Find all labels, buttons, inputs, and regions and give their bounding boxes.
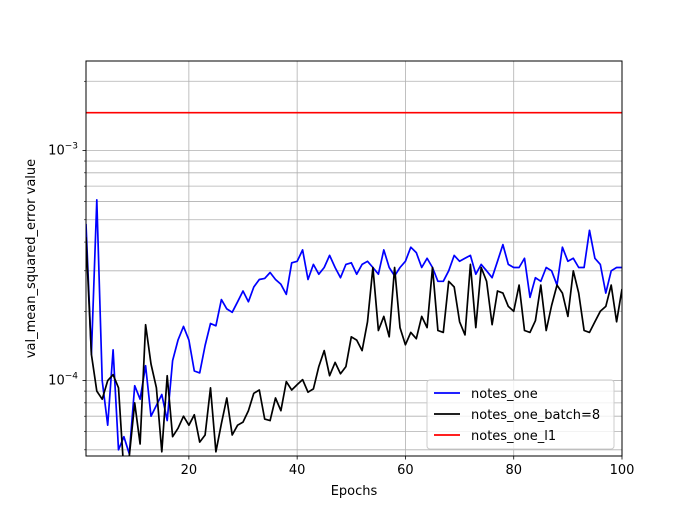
legend-label: notes_one_batch=8 (471, 408, 600, 423)
x-tick-label: 60 (397, 463, 414, 478)
y-tick-label: 10−4 (48, 372, 78, 389)
series-line-notes-one (86, 199, 622, 455)
y-tick-label: 10−3 (48, 142, 78, 159)
legend-label: notes_one_l1 (471, 429, 556, 444)
y-axis-ticks: 10−4 10−3 (48, 80, 86, 451)
plot-frame (85, 60, 623, 457)
x-tick-label: 80 (505, 463, 522, 478)
x-tick-label: 40 (289, 463, 306, 478)
y-axis-label: val_mean_squared_error value (24, 159, 39, 358)
series-line-notes-one-batch-8 (86, 237, 622, 456)
legend: notes_one notes_one_batch=8 notes_one_l1 (426, 379, 615, 450)
x-tick-label: 20 (181, 463, 198, 478)
legend-box (426, 379, 615, 450)
legend-label: notes_one (471, 387, 538, 402)
x-tick-label: 100 (610, 463, 635, 478)
x-axis-ticks: 20 40 60 80 100 (181, 456, 635, 478)
minor-gridlines (86, 80, 622, 451)
series-layer (86, 111, 622, 456)
x-axis-label: Epochs (331, 484, 378, 499)
